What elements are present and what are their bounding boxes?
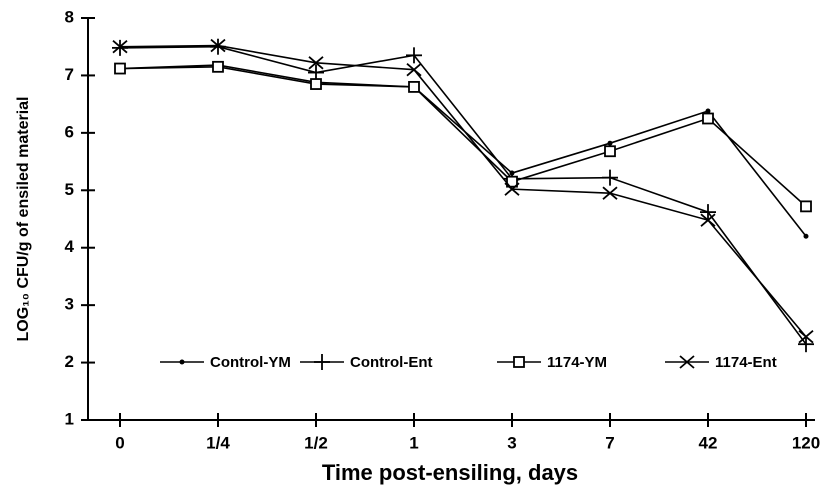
point xyxy=(702,112,714,125)
y-tick-label: 6 xyxy=(65,122,74,141)
square xyxy=(702,112,714,125)
square xyxy=(604,145,616,158)
point xyxy=(604,145,616,158)
point xyxy=(308,56,324,70)
dot xyxy=(803,233,809,239)
point xyxy=(504,182,520,196)
dot xyxy=(607,140,613,146)
x-b xyxy=(679,355,695,369)
x-b xyxy=(602,186,618,200)
point xyxy=(406,47,422,64)
y-tick-label: 7 xyxy=(65,65,74,84)
point xyxy=(112,40,128,54)
x-b xyxy=(798,330,814,344)
point xyxy=(506,175,518,188)
y-tick-label: 5 xyxy=(65,180,74,199)
point xyxy=(308,64,324,81)
series-line xyxy=(119,45,807,345)
point xyxy=(800,200,812,213)
x-tick-label: 42 xyxy=(699,433,718,452)
x-tick-label: 1/4 xyxy=(206,433,230,452)
point xyxy=(212,60,224,73)
x-b xyxy=(504,182,520,196)
point xyxy=(607,140,613,146)
legend-marker xyxy=(179,359,185,365)
legend-label: Control-Ent xyxy=(350,354,432,371)
x-tick-label: 1/2 xyxy=(304,433,328,452)
point xyxy=(408,81,420,93)
x-b xyxy=(112,40,128,54)
legend-label: 1174-YM xyxy=(547,354,607,371)
x-b xyxy=(210,38,226,53)
square xyxy=(310,78,322,90)
y-tick-label: 3 xyxy=(65,295,74,314)
point xyxy=(602,169,618,186)
point xyxy=(406,63,422,77)
x-tick-label: 7 xyxy=(605,433,614,452)
square xyxy=(513,356,525,368)
point xyxy=(602,186,618,200)
x-axis-label: Time post-ensiling, days xyxy=(322,460,578,485)
square xyxy=(408,81,420,93)
y-tick-label: 2 xyxy=(65,352,74,371)
point xyxy=(114,62,126,75)
series-line xyxy=(119,66,807,207)
legend-marker xyxy=(679,355,695,369)
x-tick-label: 0 xyxy=(115,433,124,452)
square xyxy=(114,62,126,75)
y-tick-label: 8 xyxy=(65,7,74,26)
point xyxy=(700,213,716,227)
x-tick-label: 3 xyxy=(507,433,516,452)
x-b xyxy=(700,213,716,227)
x-tick-label: 1 xyxy=(409,433,418,452)
square xyxy=(800,200,812,213)
y-tick-label: 1 xyxy=(65,409,74,428)
series-line xyxy=(119,44,807,338)
y-tick-label: 4 xyxy=(65,237,75,256)
point xyxy=(798,336,814,353)
square xyxy=(506,175,518,188)
x-b xyxy=(308,56,324,70)
point xyxy=(705,108,711,114)
point xyxy=(700,204,716,221)
legend-label: 1174-Ent xyxy=(715,354,777,371)
x-b xyxy=(406,63,422,77)
point xyxy=(803,233,809,239)
point xyxy=(210,38,226,53)
legend-marker xyxy=(513,356,525,368)
legend-marker xyxy=(314,354,330,370)
dot xyxy=(179,359,185,365)
point xyxy=(798,330,814,344)
y-axis-label: LOG₁₀ CFU/g of ensiled material xyxy=(15,97,32,342)
legend-label: Control-YM xyxy=(210,354,291,371)
point xyxy=(310,78,322,90)
dot xyxy=(705,108,711,114)
square xyxy=(212,60,224,73)
x-tick-label: 120 xyxy=(792,433,820,452)
